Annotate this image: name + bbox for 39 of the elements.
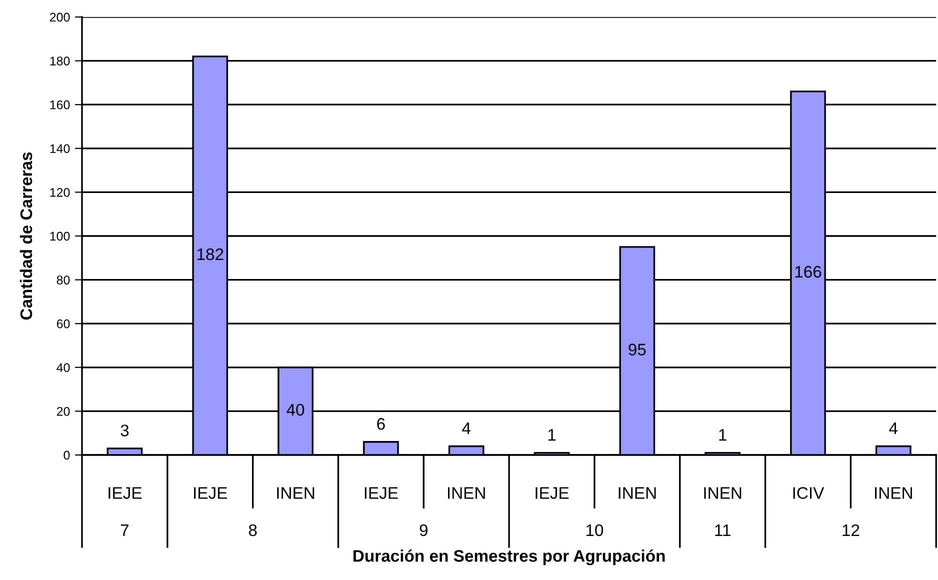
data-label: 6 <box>377 418 385 430</box>
data-label: 40 <box>286 404 304 416</box>
data-label: 1 <box>548 429 556 441</box>
x-tick-label: INEN <box>875 487 912 499</box>
data-label: 166 <box>795 266 822 278</box>
text: 8 <box>248 524 257 536</box>
y-tick-label: 60 <box>56 319 70 328</box>
x-axis-title: Duración en Semestres por Agrupación <box>354 549 665 566</box>
data-label: 3 <box>120 424 129 436</box>
y-tick-label: 20 <box>56 407 70 416</box>
data-label: 1 <box>719 429 726 441</box>
y-tick-label: 40 <box>56 363 70 372</box>
y-tick-label: 140 <box>50 144 70 154</box>
x-tick-label: ICIV <box>793 487 824 499</box>
text: 12 <box>842 524 860 536</box>
x-tick-label: IEJE <box>194 487 227 499</box>
y-tick-label: 180 <box>50 56 70 66</box>
text: 7 <box>120 524 129 536</box>
data-label: 4 <box>889 422 898 434</box>
y-tick-label: 160 <box>50 100 70 110</box>
x-tick-label: IEJE <box>364 487 398 499</box>
x-tick-label: IEJE <box>536 487 569 499</box>
x-tick-label: INEN <box>704 487 742 499</box>
text: 11 <box>715 524 730 536</box>
data-label: 95 <box>628 344 646 356</box>
y-tick-label: 80 <box>56 276 70 284</box>
y-tick-label: 100 <box>50 232 70 241</box>
data-label: 4 <box>462 422 471 434</box>
text: 10 <box>586 524 604 536</box>
x-tick-label: IEJE <box>108 487 142 499</box>
y-axis-title: Cantidad de Carreras <box>20 152 32 320</box>
data-label: 182 <box>197 248 224 260</box>
x-tick-label: INEN <box>448 487 485 499</box>
y-tick-label: 0 <box>64 450 70 460</box>
y-tick-label: 120 <box>50 188 70 197</box>
x-tick-label: INEN <box>277 487 314 499</box>
y-tick-label: 200 <box>50 12 70 22</box>
text: 9 <box>420 524 428 536</box>
x-tick-label: INEN <box>618 487 656 499</box>
